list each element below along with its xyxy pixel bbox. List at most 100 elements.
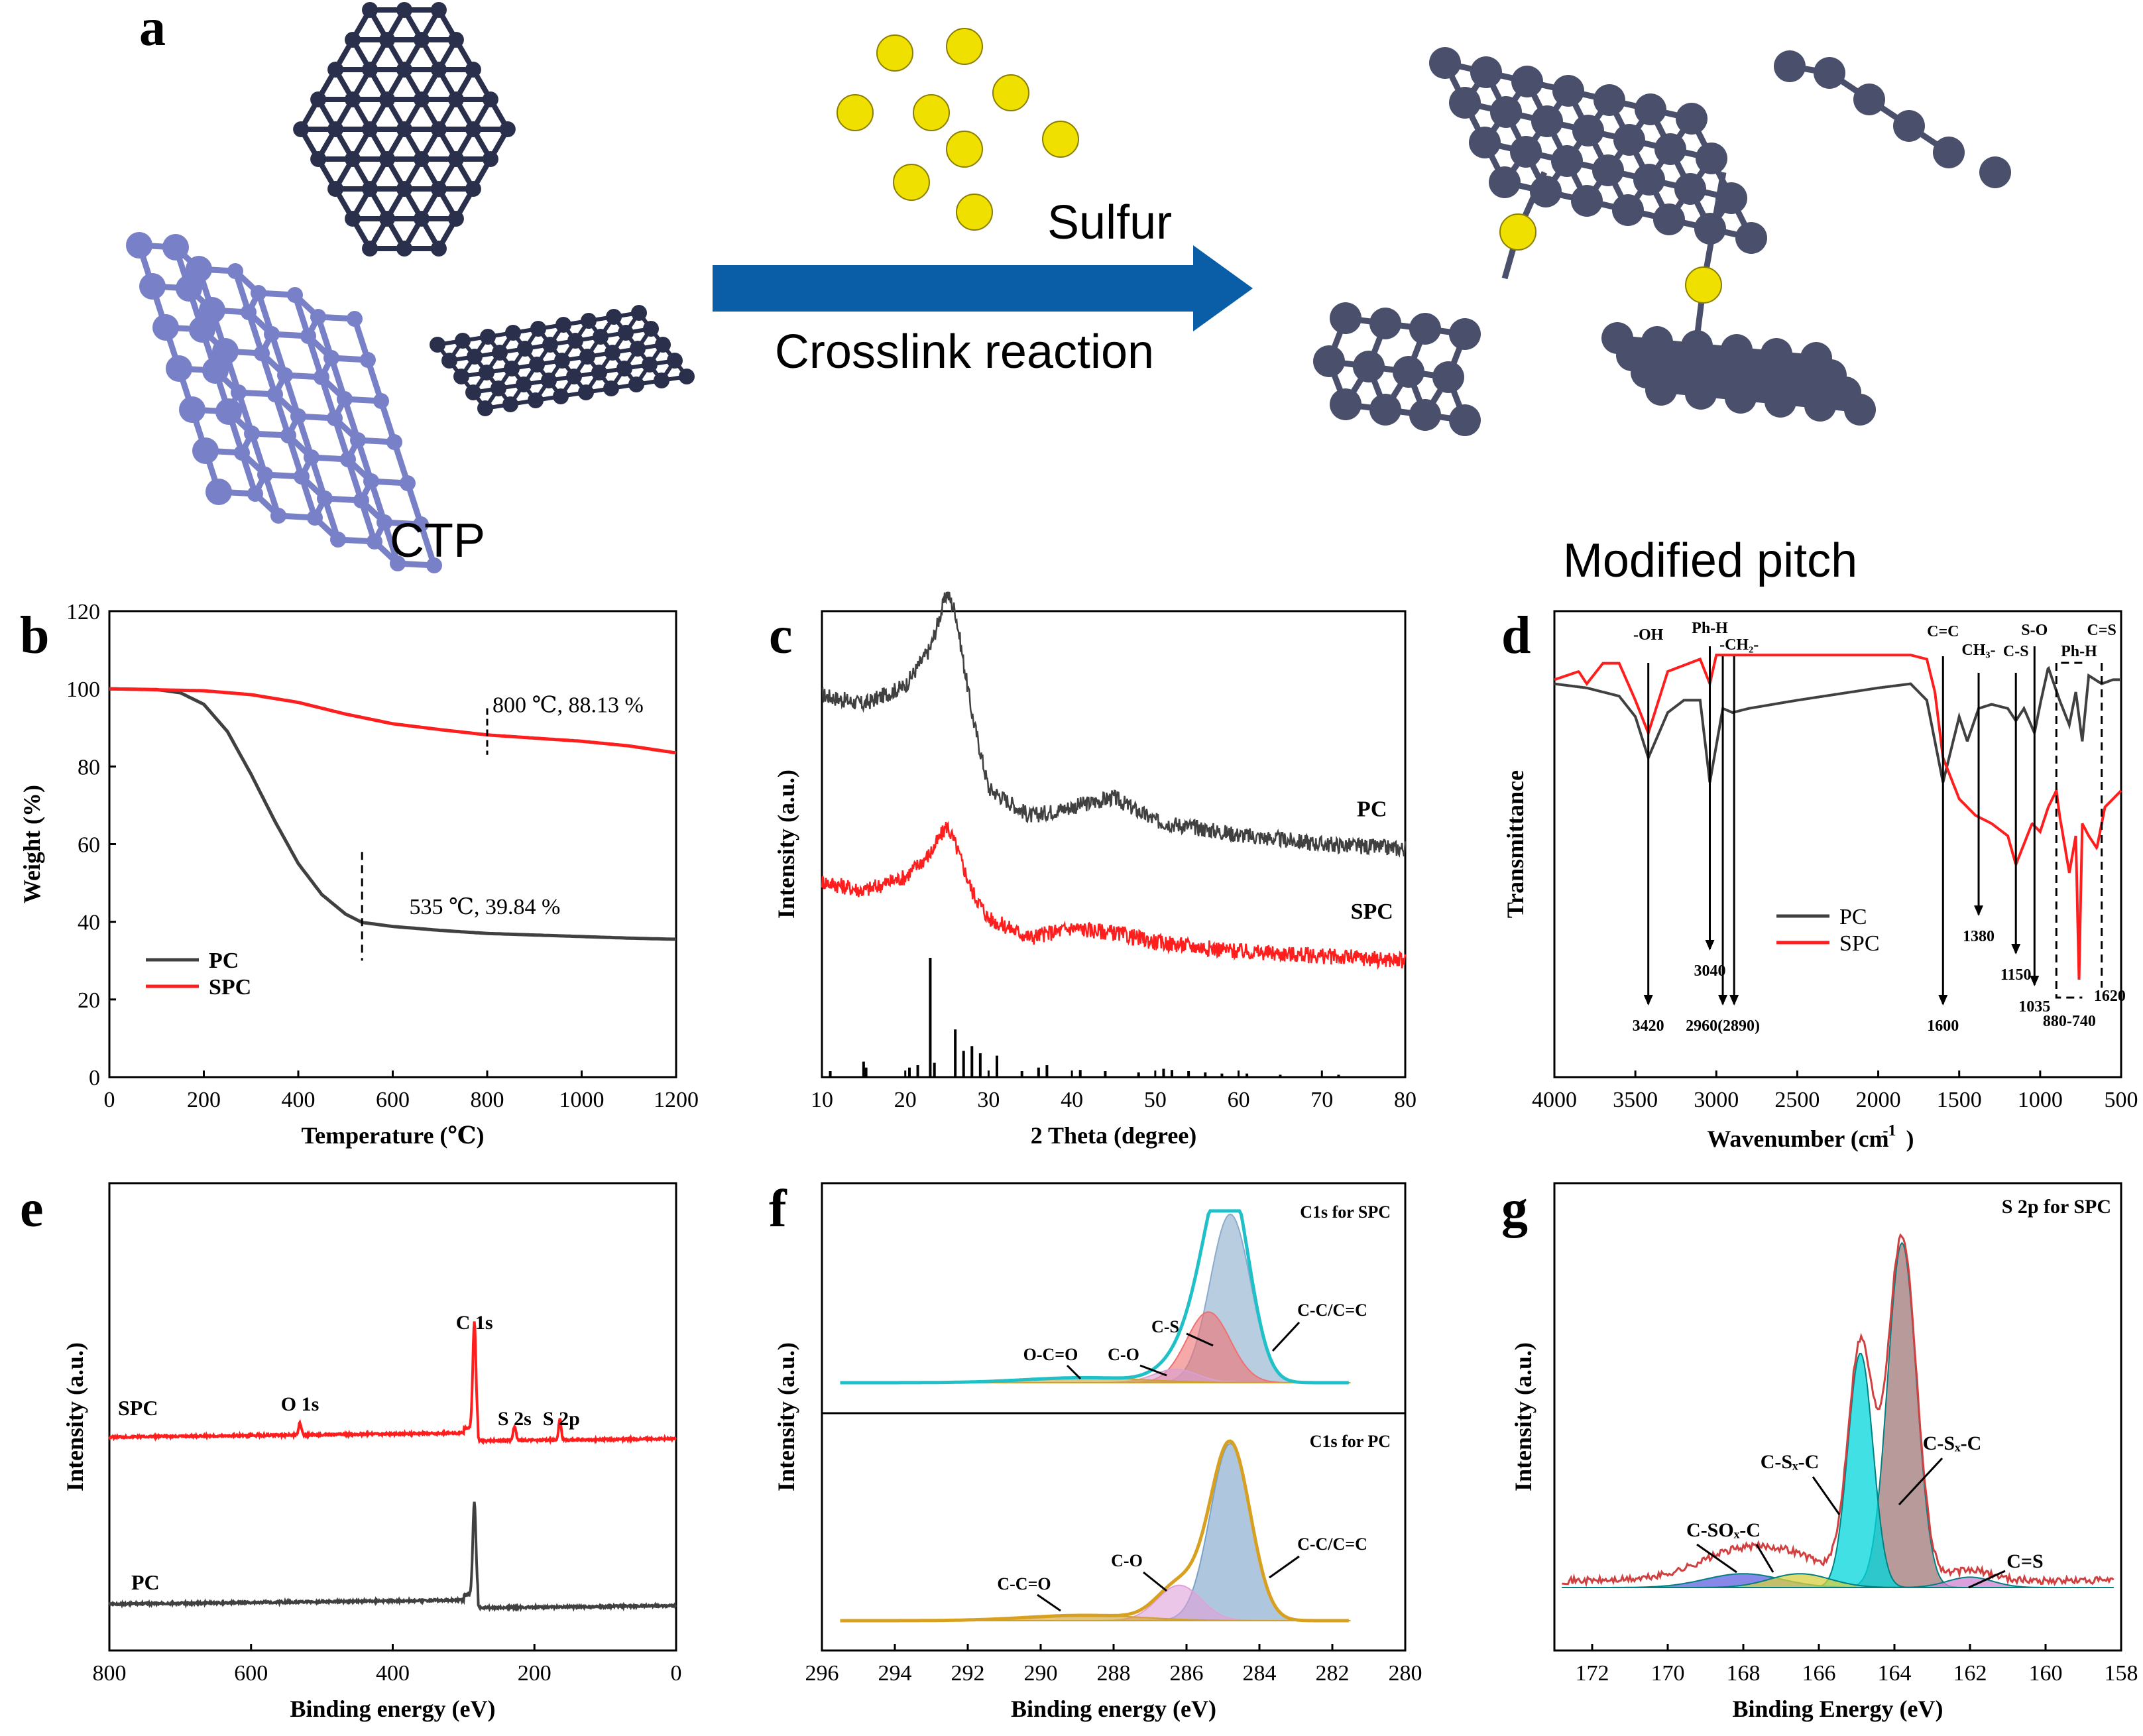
label-pointer [1696, 1543, 1737, 1574]
curve-label-spc: SPC [1351, 899, 1393, 924]
peak-label-s2s: S 2s [498, 1408, 532, 1430]
atom [1409, 399, 1441, 431]
atom [379, 151, 396, 167]
x-tick-label: 500 [2105, 1088, 2138, 1112]
atom [628, 376, 644, 392]
peak-arrowhead [1729, 995, 1739, 1006]
atom [603, 380, 619, 396]
y-tick-label: 120 [66, 600, 100, 624]
series-line-pc [108, 1501, 677, 1613]
atom [655, 337, 671, 353]
atom [367, 534, 382, 550]
atom [426, 557, 442, 573]
label-pointer [1143, 1571, 1167, 1592]
atom [430, 337, 445, 353]
atom [643, 321, 659, 337]
sulfur-atom [1499, 213, 1536, 251]
atom [300, 328, 316, 344]
peak-label: Ph-H [1692, 620, 1728, 637]
label-pointer [1968, 1570, 2006, 1589]
y-tick-label: 20 [78, 988, 100, 1013]
atom [254, 345, 270, 361]
panel-label-c: c [769, 607, 793, 665]
atom [373, 393, 389, 409]
atom [293, 121, 310, 137]
panel-label-a: a [139, 0, 166, 57]
atom [1552, 75, 1584, 107]
peak-label: C=S [2087, 622, 2116, 639]
axes-frame [1553, 610, 2122, 1078]
peak-arrowhead [1643, 995, 1653, 1006]
atom [212, 338, 239, 365]
atom [376, 514, 392, 530]
atom [215, 398, 242, 425]
atom [1571, 185, 1603, 217]
sulfur-atom [956, 194, 993, 231]
atom [360, 352, 376, 368]
atom [430, 62, 447, 78]
atom [541, 373, 557, 388]
x-tick-label: 162 [1953, 1661, 1987, 1686]
atom [679, 369, 695, 384]
atom [447, 211, 464, 227]
series-line-pc [821, 591, 1407, 858]
atom [1814, 57, 1845, 89]
atom [231, 384, 247, 400]
component-label: C-Sₓ-C [1761, 1451, 1820, 1473]
atom [1353, 351, 1385, 382]
atom [310, 91, 327, 107]
sulfur-atom [1042, 121, 1079, 158]
atom [1694, 213, 1726, 245]
atom [1633, 164, 1665, 196]
atom [241, 304, 257, 320]
panel-label-g: g [1501, 1180, 1528, 1238]
atom [1676, 103, 1708, 135]
atom [1409, 313, 1441, 345]
y-axis-label: Intensity (a.u.) [1510, 1342, 1536, 1491]
component-peak [840, 1442, 1351, 1621]
component-label: C=S [2006, 1550, 2043, 1572]
atom [581, 313, 597, 329]
atom [605, 345, 620, 361]
atom [337, 391, 353, 407]
atom [642, 357, 658, 373]
atom [304, 449, 319, 465]
sulfur-atom [946, 131, 983, 168]
atom [567, 333, 583, 349]
atom [465, 384, 481, 400]
peak-arrowhead [2011, 944, 2021, 955]
x-tick-label: 160 [2029, 1661, 2063, 1686]
legend-label-spc: SPC [209, 975, 251, 1000]
atom [294, 469, 310, 485]
x-tick-label: 166 [1802, 1661, 1836, 1686]
atom [477, 400, 493, 416]
panel-label-f: f [769, 1180, 787, 1238]
pitch-flat-sheet [430, 305, 695, 416]
label-pointer [1898, 1457, 1943, 1506]
atom [257, 467, 273, 483]
atom [480, 329, 496, 345]
atom [290, 408, 306, 424]
x-tick-label: 170 [1651, 1661, 1685, 1686]
atom [386, 434, 402, 450]
atom [152, 314, 179, 341]
atom [362, 181, 378, 197]
atom [430, 241, 447, 257]
atom [1449, 87, 1481, 119]
panel-label-d: d [1501, 607, 1531, 665]
atom [1765, 386, 1796, 418]
pitch-blue-sheet [126, 232, 442, 573]
ctp-molecules [126, 2, 695, 573]
atom [162, 234, 189, 260]
x-tick-label: 292 [951, 1661, 985, 1686]
atom [1511, 66, 1543, 97]
x-axis-label: Wavenumber (cm [1707, 1126, 1888, 1152]
atom [323, 350, 339, 366]
sulfur-atom [876, 34, 913, 72]
atom [542, 337, 558, 353]
atom [1330, 388, 1361, 420]
atom [192, 437, 219, 464]
atom [287, 287, 303, 303]
sulfur-atom [992, 74, 1029, 111]
peak-value: 880-740 [2043, 1013, 2096, 1030]
